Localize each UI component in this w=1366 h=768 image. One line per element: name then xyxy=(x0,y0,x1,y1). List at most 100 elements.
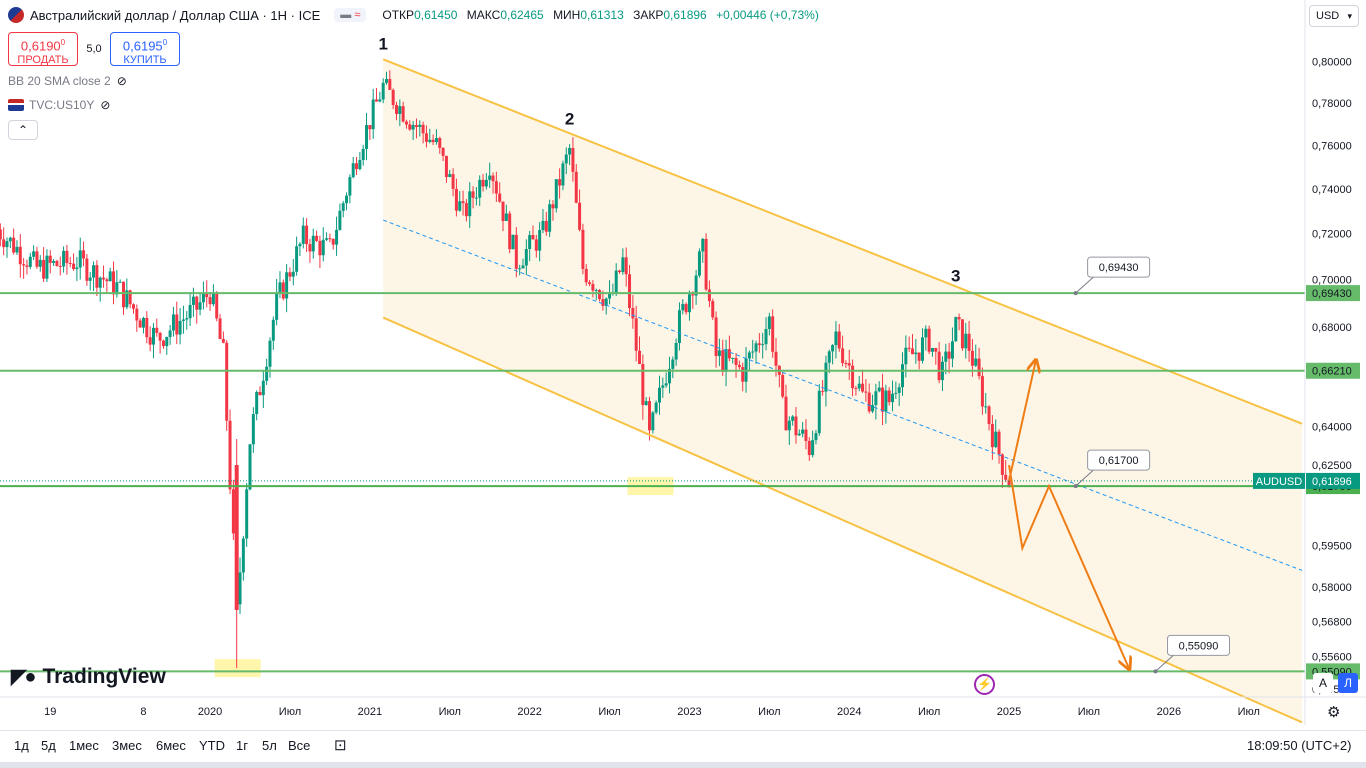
sell-button[interactable]: 0,61900 ПРОДАТЬ xyxy=(8,32,78,66)
currency-selector[interactable]: USD ▾ xyxy=(1309,5,1359,27)
candle-body xyxy=(18,246,22,265)
candle-body xyxy=(731,357,735,359)
candle-body xyxy=(311,235,315,252)
settings-gear-icon[interactable]: ⚙ xyxy=(1327,704,1341,721)
candle-body xyxy=(598,290,602,300)
candle-body xyxy=(15,246,19,253)
log-scale-button[interactable]: Л xyxy=(1338,673,1358,693)
candle-body xyxy=(841,348,845,364)
candle-body xyxy=(454,188,458,211)
buy-price-sup: 0 xyxy=(162,38,168,47)
annotations: 1 2 3 0,69430 0,61700 0,55090 xyxy=(378,34,1231,674)
compare-button[interactable]: ▬ ≈ xyxy=(334,8,367,22)
candle-body xyxy=(385,79,389,83)
candle-body xyxy=(231,489,235,534)
x-tick-label: 2022 xyxy=(517,706,541,718)
candle-body xyxy=(301,225,305,244)
candle-body xyxy=(874,391,878,406)
collapse-legend-button[interactable]: ⌃ xyxy=(8,120,38,140)
candle-body xyxy=(488,175,492,180)
candle-body xyxy=(667,368,671,384)
symbol-title[interactable]: Австралийский доллар / Доллар США · 1Н ·… xyxy=(30,7,321,23)
candle-body xyxy=(761,344,765,346)
candle-body xyxy=(108,271,112,282)
indicator-us10y-label: TVC:US10Y xyxy=(29,98,95,112)
range-5y-button[interactable]: 5л xyxy=(262,738,277,753)
tradingview-logo[interactable]: ◤● TradingView xyxy=(11,664,166,689)
candle-body xyxy=(711,301,715,318)
eye-hidden-icon[interactable]: ⊘ xyxy=(100,98,111,112)
candle-body xyxy=(234,465,239,610)
candle-body xyxy=(25,265,29,267)
candle-body xyxy=(917,352,921,361)
candle-body xyxy=(351,163,355,178)
candle-body xyxy=(907,347,911,349)
y-tick-label: 0,59500 xyxy=(1312,540,1352,552)
minus-icon: ▬ xyxy=(340,9,352,21)
range-5d-button[interactable]: 5д xyxy=(41,738,56,753)
y-tick-label: 0,70000 xyxy=(1312,275,1352,287)
candle-body xyxy=(82,250,86,259)
x-tick-label: 2021 xyxy=(358,706,382,718)
candle-body xyxy=(551,204,555,209)
candle-body xyxy=(394,104,398,114)
ohlc-low-label: МИН xyxy=(553,8,581,22)
candle-body xyxy=(864,391,868,393)
candle-body xyxy=(977,358,981,377)
candle-body xyxy=(131,304,135,309)
candle-body xyxy=(225,342,229,421)
calendar-range-icon[interactable]: ⊡ xyxy=(334,737,347,754)
candle-body xyxy=(558,179,562,186)
candle-body xyxy=(677,310,681,343)
candle-body xyxy=(508,213,512,250)
range-1y-button[interactable]: 1г xyxy=(236,738,248,753)
candle-body xyxy=(145,317,149,338)
candle-body xyxy=(181,319,185,321)
candle-body xyxy=(75,267,79,270)
candle-body xyxy=(757,343,761,345)
x-tick-label: Июл xyxy=(1238,706,1260,718)
candle-body xyxy=(175,314,179,335)
candle-body xyxy=(1004,474,1008,480)
lightning-icon[interactable]: ⚡ xyxy=(974,674,995,695)
trade-buttons: 0,61900 ПРОДАТЬ 5,0 0,61950 КУПИТЬ xyxy=(8,32,180,66)
candle-body xyxy=(1007,479,1011,488)
x-tick-label: Июл xyxy=(918,706,940,718)
clock-display[interactable]: 18:09:50 (UTC+2) xyxy=(1247,738,1352,753)
candle-body xyxy=(624,257,628,275)
candle-body xyxy=(92,265,96,278)
auto-scale-button[interactable]: A xyxy=(1313,673,1333,693)
candle-body xyxy=(35,251,39,267)
indicator-us10y-row[interactable]: TVC:US10Y ⊘ xyxy=(8,98,110,112)
eye-hidden-icon[interactable]: ⊘ xyxy=(116,74,127,88)
candle-body xyxy=(444,155,448,177)
candle-body xyxy=(881,387,885,412)
y-tick-label: 0,56800 xyxy=(1312,616,1352,628)
candle-body xyxy=(421,124,425,134)
range-6m-button[interactable]: 6мес xyxy=(156,738,186,753)
candle-body xyxy=(901,364,905,388)
candle-body xyxy=(138,320,142,328)
range-1d-button[interactable]: 1д xyxy=(14,738,29,753)
candle-body xyxy=(664,383,668,386)
candle-body xyxy=(468,191,472,217)
candle-body xyxy=(95,265,99,288)
indicator-bb-row[interactable]: BB 20 SMA close 2 ⊘ xyxy=(8,74,127,88)
range-ytd-button[interactable]: YTD xyxy=(199,738,225,753)
candle-body xyxy=(538,230,542,251)
candle-body xyxy=(358,160,362,170)
range-1m-button[interactable]: 1мес xyxy=(69,738,99,753)
candle-body xyxy=(601,299,605,306)
candle-body xyxy=(824,362,828,392)
range-all-button[interactable]: Все xyxy=(288,738,311,753)
candle-body xyxy=(388,79,392,90)
ohlc-change-value: +0,00446 (+0,73%) xyxy=(716,8,819,22)
candle-body xyxy=(910,348,914,355)
candle-body xyxy=(960,319,964,349)
candle-body xyxy=(531,235,535,240)
range-3m-button[interactable]: 3мес xyxy=(112,738,142,753)
candle-body xyxy=(205,292,209,298)
candle-body xyxy=(408,124,412,130)
buy-button[interactable]: 0,61950 КУПИТЬ xyxy=(110,32,180,66)
